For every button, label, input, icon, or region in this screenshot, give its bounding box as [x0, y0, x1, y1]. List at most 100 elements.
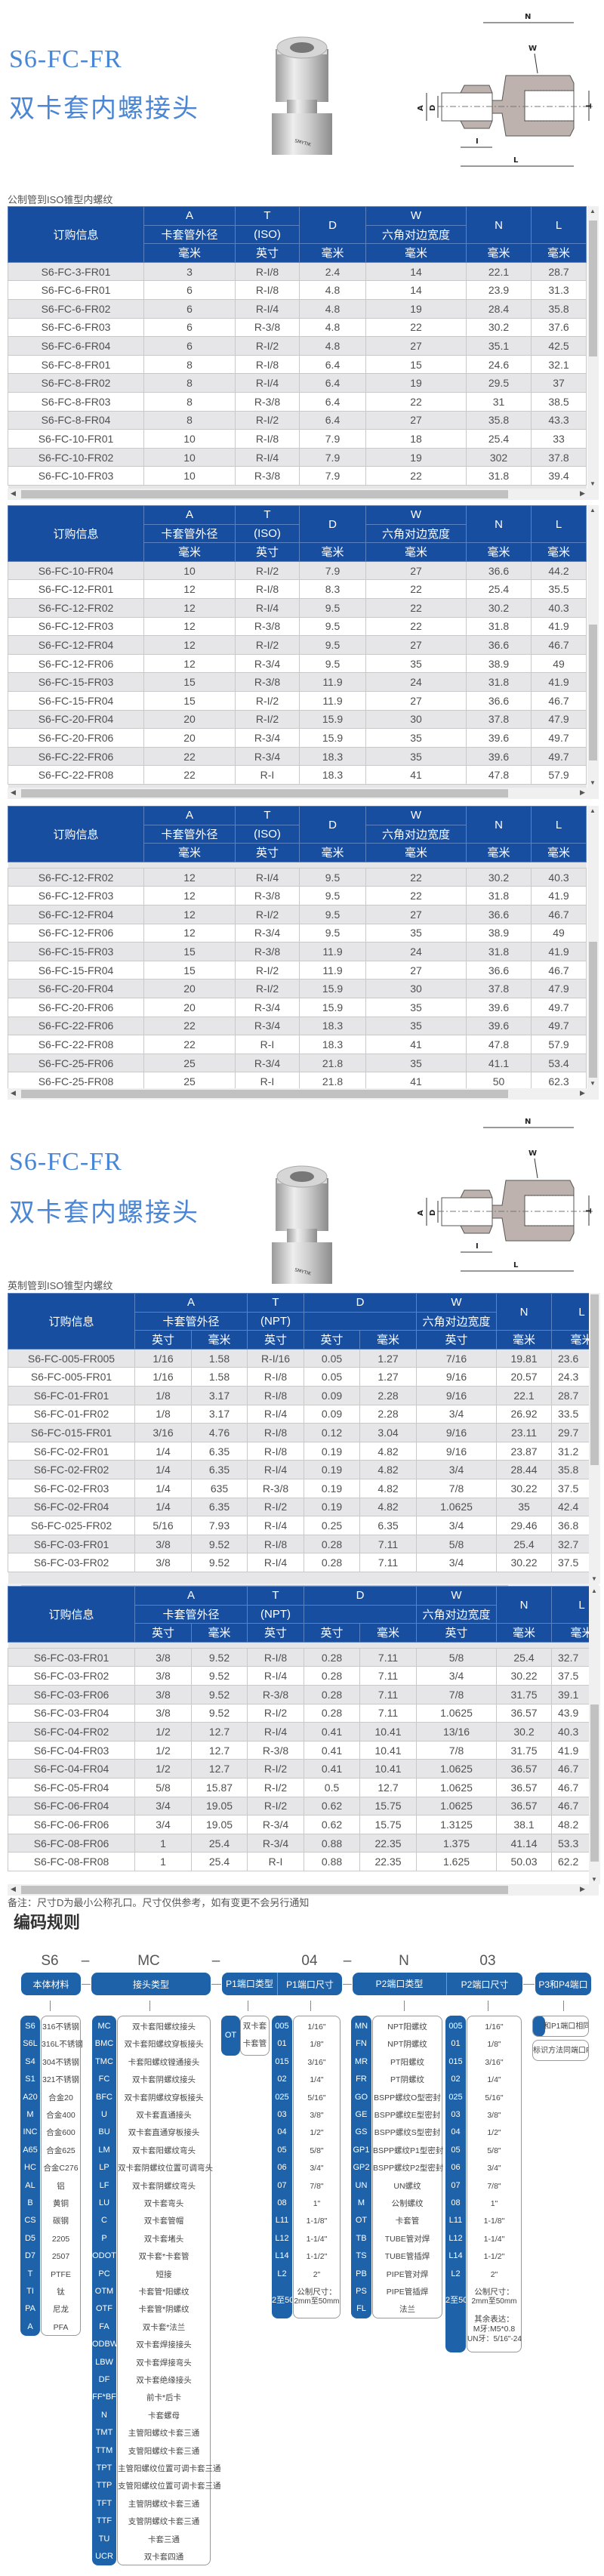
scroll-right-arrow-icon[interactable]: ▶ [580, 1089, 585, 1097]
value-cell: 38.1 [496, 1815, 553, 1834]
value-cell: 41 [365, 765, 467, 785]
p34-method: 标识方法同端口P1 [533, 2047, 588, 2055]
table-row: S6-FC-12-FR02 12 R-I/4 9.5 22 30.2 40.3 [8, 867, 587, 887]
header-t-unit: 英寸 [235, 843, 300, 862]
scrollbar-thumb[interactable] [589, 221, 597, 356]
p1-size-code: 04 [277, 2127, 287, 2137]
table-row: S6-FC-10-FR02 10 R-I/4 7.9 19 302 37.8 [8, 447, 587, 467]
header-p1-size: P1端口尺寸 [286, 1979, 334, 1990]
scroll-up-arrow-icon[interactable]: ▲ [590, 208, 596, 214]
value-cell: 11.9 [299, 690, 366, 711]
value-cell: 30 [365, 709, 467, 730]
type-code: LP [99, 2163, 109, 2173]
scroll-up-arrow-icon[interactable]: ▲ [590, 507, 596, 514]
scrollbar-thumb[interactable] [589, 942, 597, 1078]
type-label: 双卡套四通 [143, 2553, 184, 2562]
order-code-cell: S6-FC-6-FR04 [8, 336, 144, 356]
scroll-down-arrow-icon[interactable]: ▼ [591, 1876, 597, 1883]
scroll-down-arrow-icon[interactable]: ▼ [590, 480, 596, 487]
scroll-down-arrow-icon[interactable]: ▼ [591, 1575, 597, 1582]
order-code-cell: S6-FC-005-FR005 [8, 1348, 135, 1368]
order-code-cell: S6-FC-25-FR06 [8, 1053, 144, 1073]
value-cell: 19 [365, 447, 467, 467]
value-cell: 9.5 [299, 653, 366, 674]
horizontal-scrollbar[interactable]: ◀ ▶ [8, 788, 599, 799]
scroll-left-arrow-icon[interactable]: ◀ [11, 788, 16, 796]
scrollbar-thumb[interactable] [21, 490, 508, 498]
table-row: S6-FC-04-FR03 1/2 12.7 R-3/8 0.41 10.41 7/8 31.… [8, 1740, 589, 1760]
table-row: S6-FC-22-FR06 22 R-3/4 18.3 35 39.6 49.7 [8, 1016, 587, 1036]
scrollbar-thumb[interactable] [590, 1704, 599, 1862]
other-expr: UN牙：5/16"-24 [467, 2335, 522, 2343]
value-cell: R-I/4 [247, 1460, 305, 1479]
value-cell: 27 [365, 410, 467, 430]
value-cell: 29.5 [466, 373, 532, 393]
material-label: 合金20 [48, 2093, 73, 2102]
header-order: 订购信息 [8, 206, 144, 263]
dimension-diagram-2: N W A D T I L [408, 1109, 596, 1282]
value-cell: R-I/8 [247, 1441, 305, 1461]
p1-size-code: 025 [275, 2092, 289, 2102]
scrollbar-thumb[interactable] [21, 1886, 508, 1894]
scroll-left-arrow-icon[interactable]: ◀ [11, 1089, 16, 1097]
value-cell: 0.62 [304, 1796, 361, 1816]
header-n-unit: 毫米 [496, 1330, 553, 1350]
order-code-cell: S6-FC-12-FR04 [8, 635, 144, 655]
example-separator: – [343, 1953, 352, 1969]
value-cell: 4.8 [299, 336, 366, 356]
metric-size-code-p2: 2至50 [445, 2296, 468, 2305]
value-cell: R-3/8 [235, 466, 300, 486]
vertical-scrollbar[interactable]: ▲ ▼ [587, 206, 599, 489]
example-separator: – [81, 1953, 90, 1969]
horizontal-scrollbar[interactable]: ◀ ▶ [8, 1884, 599, 1896]
vertical-scrollbar[interactable]: ▲ ▼ [587, 505, 599, 788]
footnote: 备注：尺寸D为最小公称孔口。尺寸仅供参考，如有变更不会另行通知 [8, 1897, 310, 1908]
value-cell: R-I/2 [247, 1796, 305, 1816]
p2-type-label: NPT阳螺纹 [387, 2022, 427, 2031]
scroll-right-arrow-icon[interactable]: ▶ [580, 489, 585, 497]
scroll-down-arrow-icon[interactable]: ▼ [590, 779, 596, 786]
scrollbar-thumb[interactable] [590, 1294, 599, 1465]
value-cell: 37 [531, 373, 587, 393]
value-cell: R-3/8 [247, 1684, 305, 1704]
header-order: 订购信息 [8, 806, 144, 862]
p2-size-code: 005 [448, 2022, 463, 2031]
material-label: 2205 [51, 2234, 70, 2244]
scroll-up-arrow-icon[interactable]: ▲ [591, 1587, 597, 1594]
table-row: S6-FC-12-FR06 12 R-3/4 9.5 35 38.9 49 [8, 923, 587, 943]
value-cell: 0.28 [304, 1703, 361, 1723]
vertical-scrollbar[interactable]: ▲ ▼ [589, 1293, 600, 1584]
value-cell: 1/16 [134, 1367, 192, 1387]
scroll-right-arrow-icon[interactable]: ▶ [580, 1885, 585, 1893]
value-cell: 6 [143, 298, 236, 319]
scroll-left-arrow-icon[interactable]: ◀ [11, 489, 16, 497]
vertical-scrollbar[interactable]: ▲ ▼ [589, 1586, 600, 1884]
value-cell: 27 [365, 690, 467, 711]
vertical-scrollbar[interactable]: ▲ ▼ [587, 806, 599, 1088]
metric-size-label: 2mm至50mm [471, 2297, 517, 2306]
value-cell: 32.7 [551, 1534, 589, 1554]
order-code-cell: S6-FC-20-FR06 [8, 728, 144, 748]
scrollbar-thumb[interactable] [589, 625, 597, 760]
value-cell: 15.75 [359, 1796, 418, 1816]
horizontal-scrollbar[interactable]: ◀ ▶ [8, 489, 599, 500]
value-cell: 4.8 [299, 298, 366, 319]
scroll-down-arrow-icon[interactable]: ▼ [590, 1080, 596, 1087]
scrollbar-thumb[interactable] [21, 1090, 508, 1098]
value-cell: 22 [143, 1035, 236, 1054]
header-l: L [551, 1586, 589, 1624]
partial-row [8, 1642, 589, 1649]
scrollbar-thumb[interactable] [21, 789, 508, 797]
order-code-cell: S6-FC-04-FR02 [8, 1722, 135, 1741]
scroll-right-arrow-icon[interactable]: ▶ [580, 788, 585, 796]
table-row: S6-FC-10-FR01 10 R-I/8 7.9 18 25.4 33 [8, 429, 587, 449]
type-code: ODBW [92, 2340, 119, 2349]
scroll-up-arrow-icon[interactable]: ▲ [590, 807, 596, 814]
connector [343, 1984, 352, 1985]
p1-type-code-box: OT [221, 2016, 240, 2056]
header-d-unit: 毫米 [299, 542, 366, 562]
p2-size-code: 04 [451, 2127, 461, 2137]
scroll-left-arrow-icon[interactable]: ◀ [11, 1885, 16, 1893]
material-code: S4 [25, 2056, 35, 2066]
horizontal-scrollbar[interactable]: ◀ ▶ [8, 1088, 599, 1100]
